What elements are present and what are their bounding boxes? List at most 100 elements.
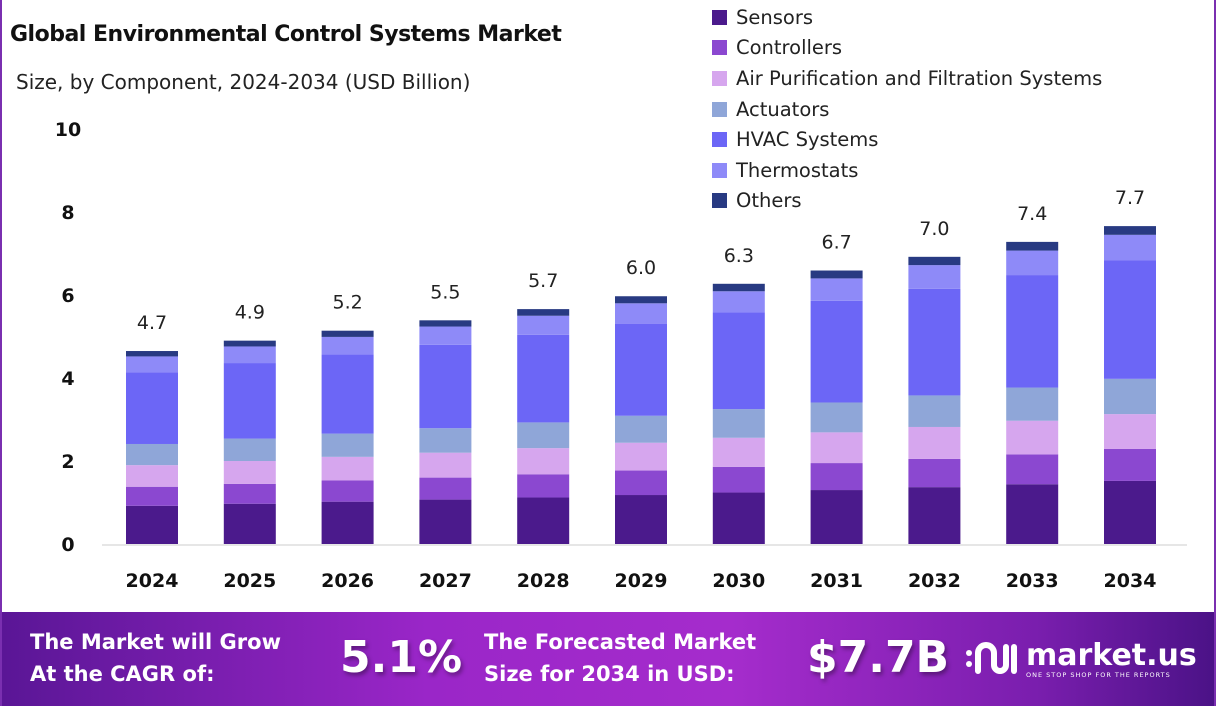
legend-swatch (712, 162, 727, 178)
bar-segment-hvac-systems (126, 372, 178, 444)
bar-segment-others (1006, 241, 1059, 251)
bar-segment-air-purification-and-filtration-systems (517, 448, 570, 475)
bar-total-label: 6.7 (821, 232, 851, 254)
bar-segment-hvac-systems (908, 288, 961, 396)
bar-segment-sensors (126, 505, 178, 544)
x-tick-label: 2027 (419, 570, 472, 592)
y-tick-label: 0 (61, 534, 74, 556)
bar-segment-others (223, 340, 276, 347)
bar-segment-controllers (321, 480, 374, 502)
bar-segment-actuators (810, 402, 863, 433)
bar-segment-others (321, 330, 374, 337)
bar-segment-air-purification-and-filtration-systems (712, 437, 765, 467)
bar-segment-others (126, 351, 178, 357)
bar-segment-actuators (1104, 378, 1156, 415)
bar-segment-actuators (517, 422, 570, 449)
bar-segment-others (908, 256, 961, 266)
bar-segment-air-purification-and-filtration-systems (615, 442, 667, 471)
x-tick-label: 2034 (1104, 570, 1157, 592)
bar-segment-controllers (810, 463, 863, 491)
bar-segment-controllers (1104, 448, 1156, 481)
legend-swatch (712, 101, 727, 117)
bar-segment-sensors (1006, 484, 1059, 544)
bar-segment-air-purification-and-filtration-systems (223, 461, 276, 484)
bar-segment-air-purification-and-filtration-systems (126, 465, 178, 487)
bar-segment-others (810, 270, 863, 279)
legend-item: HVAC Systems (712, 124, 1102, 155)
bar-segment-thermostats (1006, 250, 1059, 276)
bar-segment-air-purification-and-filtration-systems (419, 452, 472, 478)
bar-total-label: 5.7 (528, 270, 558, 292)
bar-segment-controllers (126, 486, 178, 506)
bar-segment-hvac-systems (419, 344, 472, 429)
bar-segment-hvac-systems (223, 363, 276, 439)
bar-segment-hvac-systems (1104, 260, 1156, 379)
bar-segment-sensors (712, 492, 765, 544)
bar-segment-air-purification-and-filtration-systems (321, 456, 374, 481)
bar-segment-others (419, 320, 472, 327)
forecast-label: The Forecasted Market Size for 2034 in U… (484, 626, 756, 690)
bar-segment-thermostats (321, 336, 374, 355)
cagr-label-line2: At the CAGR of: (30, 662, 215, 686)
bar-total-label: 6.3 (724, 245, 754, 267)
y-tick-label: 6 (61, 285, 74, 307)
forecast-value: $7.7B (807, 632, 950, 683)
bar-segment-thermostats (615, 303, 667, 324)
bar-segment-sensors (517, 497, 570, 544)
y-tick-label: 8 (61, 202, 74, 224)
bar-segment-hvac-systems (615, 323, 667, 416)
legend-label: Air Purification and Filtration Systems (736, 66, 1103, 90)
legend-swatch (712, 40, 727, 56)
bar-segment-hvac-systems (810, 300, 863, 403)
legend-label: HVAC Systems (736, 128, 879, 152)
bar-segment-actuators (223, 438, 276, 461)
bar-segment-sensors (908, 487, 961, 544)
legend: Sensors Controllers Air Purification and F… (712, 2, 1102, 216)
bar-segment-hvac-systems (712, 312, 765, 410)
bar-segment-controllers (517, 474, 570, 498)
legend-item: Air Purification and Filtration Systems (712, 63, 1102, 94)
bar-segment-actuators (126, 443, 178, 466)
bar-segment-controllers (419, 477, 472, 500)
x-tick-label: 2031 (810, 570, 863, 592)
bar-segment-others (517, 309, 570, 316)
cagr-label: The Market will Grow At the CAGR of: (30, 626, 281, 690)
bar-segment-controllers (908, 458, 961, 488)
legend-item: Others (712, 186, 1102, 217)
x-tick-label: 2028 (517, 570, 570, 592)
bar-total-label: 4.9 (235, 302, 265, 324)
legend-item: Sensors (712, 2, 1102, 33)
bar-segment-hvac-systems (321, 354, 374, 434)
y-tick-label: 4 (61, 368, 74, 390)
x-tick-label: 2025 (223, 570, 276, 592)
bar-total-label: 7.4 (1017, 203, 1047, 225)
bar-segment-thermostats (223, 346, 276, 364)
bar-segment-actuators (1006, 387, 1059, 421)
bar-total-label: 5.2 (332, 292, 362, 314)
cagr-value: 5.1% (340, 632, 463, 683)
x-tick-label: 2024 (126, 570, 179, 592)
chart-title: Global Environmental Control Systems Mar… (10, 22, 562, 47)
bar-segment-sensors (223, 503, 276, 544)
bar-total-label: 7.7 (1115, 187, 1145, 209)
logo-name: market.us (1026, 638, 1197, 673)
bar-segment-sensors (321, 501, 374, 544)
bar-segment-thermostats (517, 315, 570, 335)
forecast-label-line1: The Forecasted Market (484, 630, 757, 654)
bar-segment-thermostats (810, 278, 863, 301)
bar-segment-others (1104, 226, 1156, 235)
y-tick-label: 2 (61, 451, 74, 473)
bar-segment-controllers (1006, 454, 1059, 485)
bar-segment-sensors (810, 490, 863, 544)
legend-swatch (712, 132, 727, 148)
bar-segment-thermostats (419, 326, 472, 345)
logo-tagline: ONE STOP SHOP FOR THE REPORTS (1026, 671, 1171, 679)
cagr-label-line1: The Market will Grow (30, 630, 281, 654)
bar-total-label: 6.0 (626, 257, 656, 279)
bar-segment-controllers (615, 470, 667, 496)
bar-segment-actuators (908, 395, 961, 427)
bar-segment-sensors (615, 495, 667, 544)
bar-segment-actuators (419, 428, 472, 453)
x-tick-label: 2030 (712, 570, 765, 592)
